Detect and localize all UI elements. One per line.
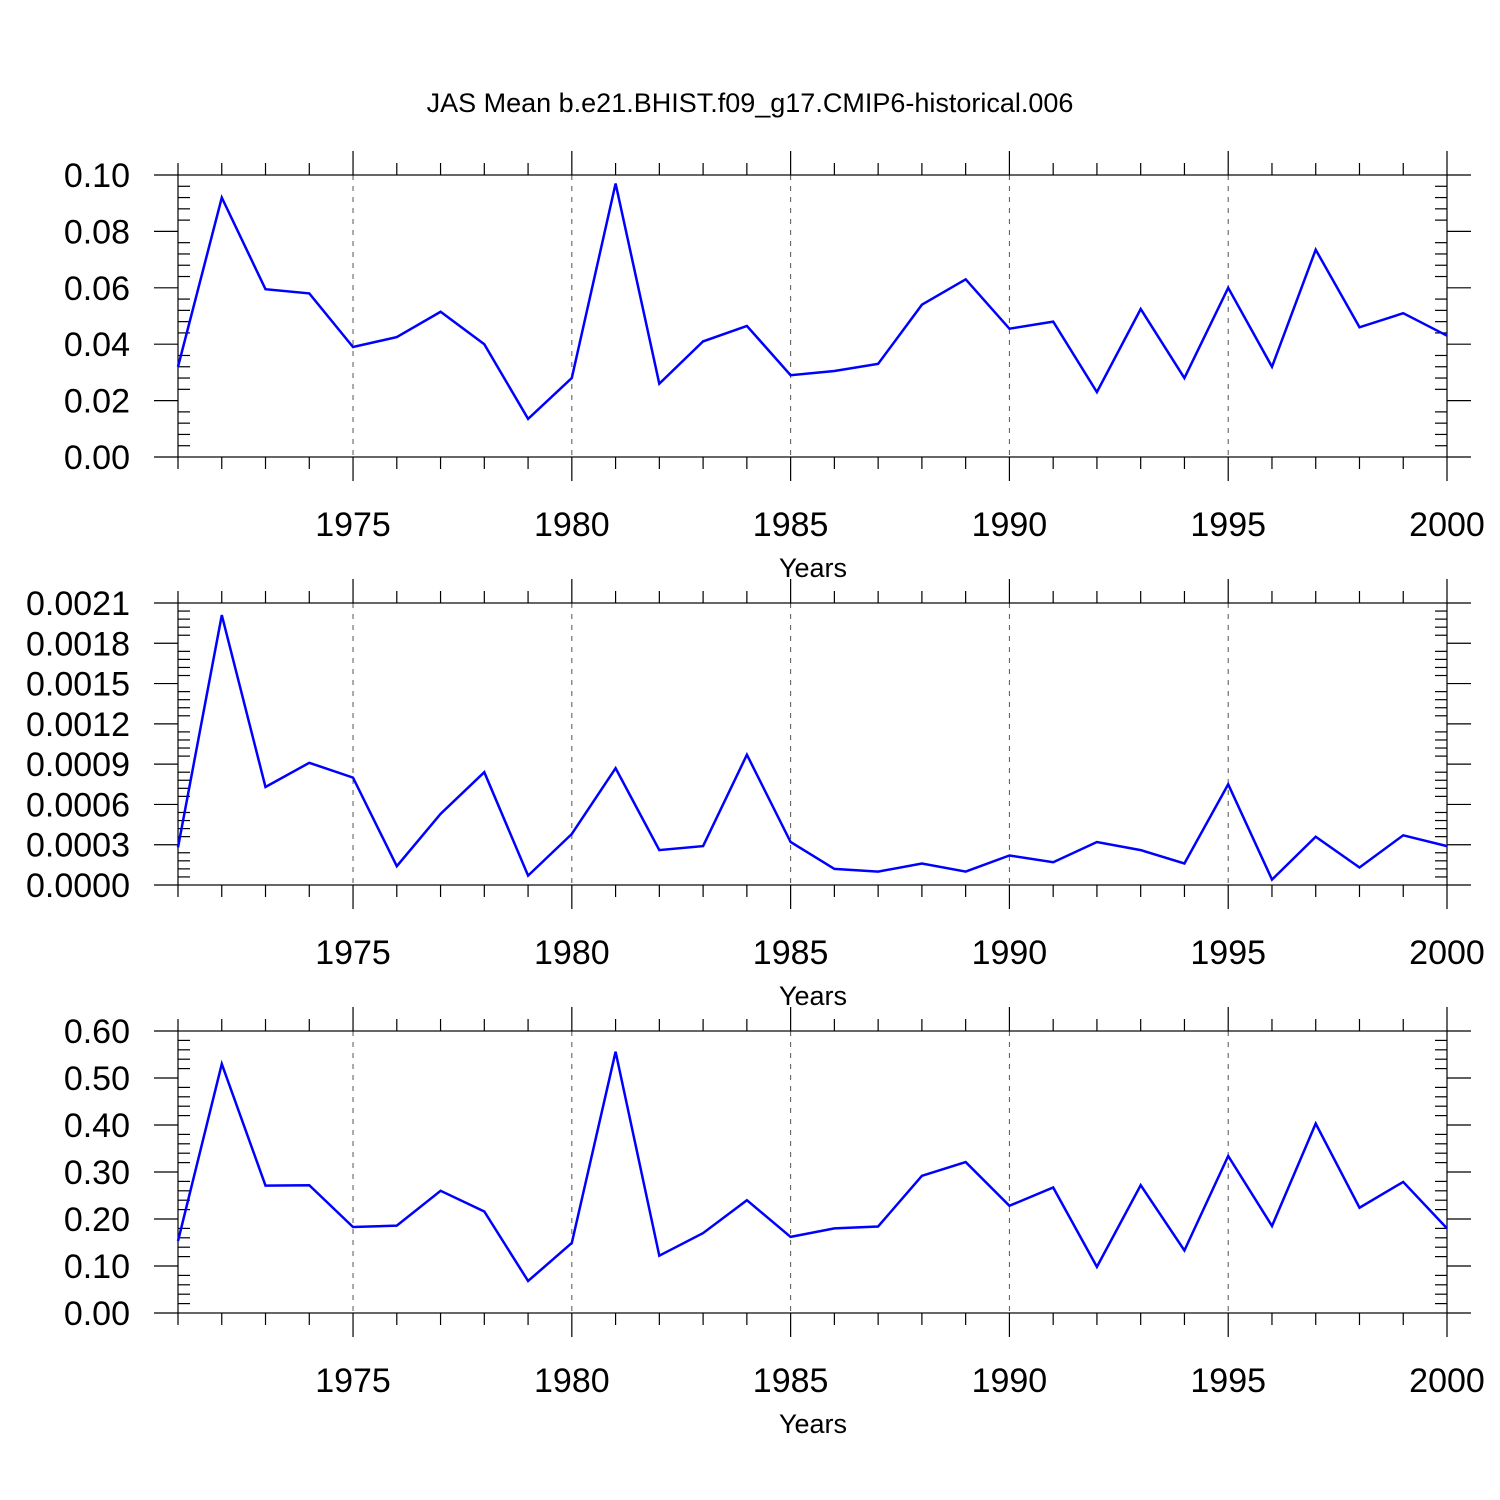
x-tick-label: 1980 (534, 1362, 610, 1400)
plot-frame (177, 602, 1448, 886)
x-tick-label: 1995 (1190, 506, 1266, 544)
x-axis-label: Years (779, 981, 847, 1011)
x-tick-label: 2000 (1409, 506, 1485, 544)
y-tick-label: 0.0009 (26, 746, 130, 784)
y-tick-label: 0.00 (64, 1295, 130, 1333)
y-tick-label: 0.10 (64, 1248, 130, 1286)
x-tick-label: 1990 (972, 934, 1048, 972)
y-tick-label: 0.0012 (26, 706, 130, 744)
x-tick-label: 1990 (972, 506, 1048, 544)
x-tick-label: 1990 (972, 1362, 1048, 1400)
y-tick-label: 0.08 (64, 213, 130, 251)
y-tick-label: 0.0000 (26, 867, 130, 905)
y-tick-label: 0.60 (64, 1013, 130, 1051)
y-tick-label: 0.20 (64, 1201, 130, 1239)
x-tick-label: 1975 (315, 506, 391, 544)
x-tick-label: 1985 (753, 506, 829, 544)
y-tick-label: 0.0006 (26, 786, 130, 824)
x-tick-label: 1985 (753, 1362, 829, 1400)
y-tick-label: 0.04 (64, 326, 130, 364)
y-tick-label: 0.0018 (26, 625, 130, 663)
x-tick-label: 1980 (534, 506, 610, 544)
y-tick-label: 0.02 (64, 383, 130, 421)
panel-3: 0.00 0.10 0.20 0.30 0.40 0.50 0.60 1975 1980 1985… (64, 1007, 1485, 1439)
x-tick-label: 2000 (1409, 934, 1485, 972)
y-tick-label: 0.40 (64, 1107, 130, 1145)
y-tick-label: 0.0003 (26, 827, 130, 865)
series-line (176, 614, 1448, 882)
x-tick-label: 1980 (534, 934, 610, 972)
x-tick-label: 1985 (753, 934, 829, 972)
y-tick-label: 0.06 (64, 270, 130, 308)
panel-1: 0.00 0.02 0.04 0.06 0.08 0.10 1975 1980 1985 1990… (64, 151, 1485, 583)
x-tick-label: 1975 (315, 1362, 391, 1400)
x-tick-label: 1975 (315, 934, 391, 972)
series-line (176, 1051, 1448, 1283)
y-tick-label: 0.10 (64, 157, 130, 195)
x-tick-label: 2000 (1409, 1362, 1485, 1400)
y-tick-label: 0.30 (64, 1154, 130, 1192)
plot-frame (177, 174, 1448, 458)
x-axis-label: Years (779, 1409, 847, 1439)
y-tick-label: 0.50 (64, 1060, 130, 1098)
x-axis-label: Years (779, 553, 847, 583)
y-tick-label: 0.00 (64, 439, 130, 477)
y-tick-label: 0.0021 (26, 585, 130, 623)
chart-title: JAS Mean b.e21.BHIST.f09_g17.CMIP6-histo… (427, 88, 1074, 118)
x-tick-label: 1995 (1190, 1362, 1266, 1400)
panel-2: 0.00000.00030.00060.00090.00120.00150.00… (26, 579, 1485, 1011)
series-line (176, 183, 1448, 421)
y-tick-label: 0.0015 (26, 666, 130, 704)
x-tick-label: 1995 (1190, 934, 1266, 972)
panels: 0.00 0.02 0.04 0.06 0.08 0.10 1975 1980 1985 1990… (26, 151, 1485, 1439)
